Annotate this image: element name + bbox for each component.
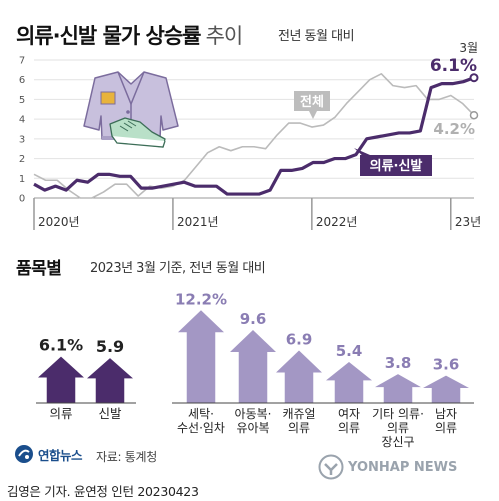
bar-chart: 6.1% 의류 5.9 신발 12.2% 세탁·수선·임차 9.6 아동복·유아복 6.9 캐쥬얼… [36, 290, 474, 449]
data-label: 5.9 [96, 337, 124, 356]
x-tick-label: 2022년 [316, 215, 358, 229]
cardigan-icon [83, 71, 179, 140]
category-label: 캐쥬얼 [282, 407, 315, 421]
data-label: 5.4 [336, 342, 363, 360]
bar-arrow [276, 350, 322, 403]
badge-pointer [354, 148, 370, 157]
yonhap-watermark-text: YONHAP NEWS [348, 459, 458, 475]
series-name-clothing: 의류·신발 [370, 158, 423, 174]
header: 의류·신발 물가 상승률 추이 [16, 20, 244, 50]
bar-arrow [38, 356, 84, 403]
category-label: 의류 [288, 421, 310, 435]
credit-line: 김영은 기자. 윤연정 인턴 20230423 [7, 484, 199, 499]
chart-subtitle: 전년 동월 대비 [278, 29, 355, 44]
data-label: 12.2% [175, 290, 227, 308]
y-axis-ticks: 0 1 2 3 4 5 6 7 [19, 56, 25, 205]
category-label: 기타 의류· [372, 407, 424, 421]
page-title-suffix: 추이 [205, 24, 244, 48]
series-line-overall [33, 73, 475, 199]
y-tick-label: 4 [19, 115, 25, 126]
end-value-clothing: 6.1% [430, 56, 477, 76]
data-label: 3.8 [385, 354, 412, 372]
category-label: 신발 [98, 406, 122, 421]
end-point-clothing [469, 73, 479, 83]
series-line-clothing [33, 76, 475, 196]
category-label: 의류 [435, 421, 457, 435]
end-month-label: 3월 [459, 41, 478, 55]
bar-arrow [326, 361, 372, 403]
line-series-group [33, 73, 479, 199]
section-subtitle: 2023년 3월 기준, 전년 동월 대비 [90, 261, 266, 276]
category-label: 의류 [338, 421, 360, 435]
y-tick-label: 6 [19, 75, 25, 86]
bar-arrow [375, 374, 421, 403]
y-tick-label: 3 [19, 134, 25, 145]
series-badge-clothing: 의류·신발 [354, 148, 432, 176]
section-title: 품목별 [16, 259, 62, 279]
yonhap-logo-icon [15, 445, 33, 463]
y-tick-label: 2 [19, 154, 25, 165]
x-tick-label: 2020년 [38, 215, 80, 229]
end-point-overall [469, 110, 479, 120]
yonhap-watermark: YONHAP NEWS [318, 454, 457, 480]
sneaker-icon [109, 117, 166, 148]
badge-background [360, 155, 432, 176]
y-tick-label: 7 [19, 56, 25, 67]
end-value-overall: 4.2% [433, 120, 475, 138]
yonhap-logo: 연합뉴스 [14, 444, 83, 464]
data-label: 3.6 [433, 356, 460, 374]
data-label: 6.9 [286, 331, 313, 349]
line-chart: 0 1 2 3 4 5 6 7 2020년 2021년 2022년 23년 3월6.1% 4.2% 전체… [19, 41, 481, 230]
y-tick-label: 5 [19, 95, 25, 106]
yonhap-logo-text: 연합뉴스 [38, 447, 83, 463]
badge-background [294, 91, 330, 111]
category-label: 남자 [435, 407, 457, 421]
category-label: 아동복· [235, 407, 272, 421]
bar-arrow [87, 358, 133, 403]
x-axis-ticks: 2020년 2021년 2022년 23년 [33, 197, 481, 230]
yonhap-watermark-icon [318, 454, 344, 480]
badge-pointer [309, 111, 317, 119]
bar-arrow [423, 375, 469, 403]
category-label: 의류 [387, 421, 409, 435]
category-label: 여자 [338, 407, 360, 421]
bar-arrow [230, 330, 276, 403]
series-name-overall: 전체 [300, 94, 324, 110]
category-label: 세탁· [188, 407, 214, 421]
data-label: 9.6 [240, 310, 267, 328]
y-tick-label: 0 [19, 194, 25, 205]
page-title: 의류·신발 물가 상승률 [16, 24, 201, 48]
category-label: 수선·임차 [177, 421, 225, 435]
y-tick-label: 1 [19, 174, 25, 185]
series-badge-overall: 전체 [294, 91, 330, 119]
category-label: 유아복 [236, 421, 269, 435]
x-tick-label: 23년 [455, 215, 481, 229]
category-label: 의류 [49, 406, 72, 421]
data-label: 6.1% [39, 336, 83, 355]
bar-arrow [178, 310, 224, 403]
x-tick-label: 2021년 [177, 215, 219, 229]
category-label: 장신구 [381, 435, 414, 449]
source-text: 자료: 통계청 [96, 450, 157, 464]
